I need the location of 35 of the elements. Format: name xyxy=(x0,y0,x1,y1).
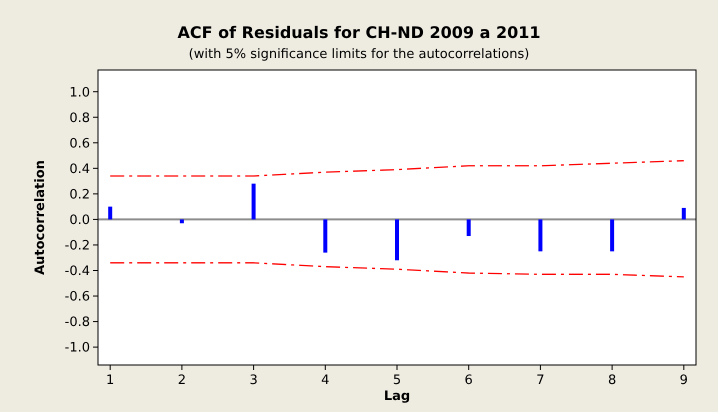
bar xyxy=(466,219,471,236)
y-tick-label: 0.2 xyxy=(69,187,90,202)
bar xyxy=(682,208,686,220)
bar xyxy=(108,206,112,220)
y-tick-label: -1.0 xyxy=(64,340,90,356)
bar xyxy=(252,184,256,220)
x-tick-label: 3 xyxy=(249,373,258,388)
line-series xyxy=(110,160,684,177)
chart-subtitle: (with 5% significance limits for the autocorrelations) xyxy=(188,47,530,62)
bar xyxy=(610,219,614,252)
y-tick-label: 0.0 xyxy=(69,212,90,228)
x-tick-label: 7 xyxy=(536,373,545,388)
y-tick-label: 1.0 xyxy=(69,85,90,100)
y-tick-label: 0.4 xyxy=(69,162,90,177)
y-tick-label: 0.6 xyxy=(69,136,90,152)
y-tick-label: -0.4 xyxy=(64,264,90,280)
x-tick-label: 5 xyxy=(392,373,402,388)
y-tick-label: 0.8 xyxy=(69,110,90,126)
line-series xyxy=(110,262,684,278)
bar xyxy=(180,219,184,224)
bar xyxy=(395,219,399,260)
bar xyxy=(323,219,328,253)
y-tick-label: -0.8 xyxy=(64,315,90,330)
y-axis-title: Autocorrelation xyxy=(33,160,48,275)
x-tick-label: 1 xyxy=(106,373,114,388)
y-tick-label: -0.2 xyxy=(64,238,90,254)
x-tick-label: 2 xyxy=(178,373,186,388)
x-tick-label: 8 xyxy=(608,373,616,388)
x-tick-label: 6 xyxy=(464,373,473,388)
chart-title: ACF of Residuals for CH-ND 2009 a 2011 xyxy=(178,23,540,42)
bar xyxy=(538,219,542,252)
x-tick-label: 4 xyxy=(321,373,330,388)
x-axis-title: Lag xyxy=(384,389,410,404)
y-tick-label: -0.6 xyxy=(64,290,90,305)
x-tick-label: 9 xyxy=(680,373,688,388)
